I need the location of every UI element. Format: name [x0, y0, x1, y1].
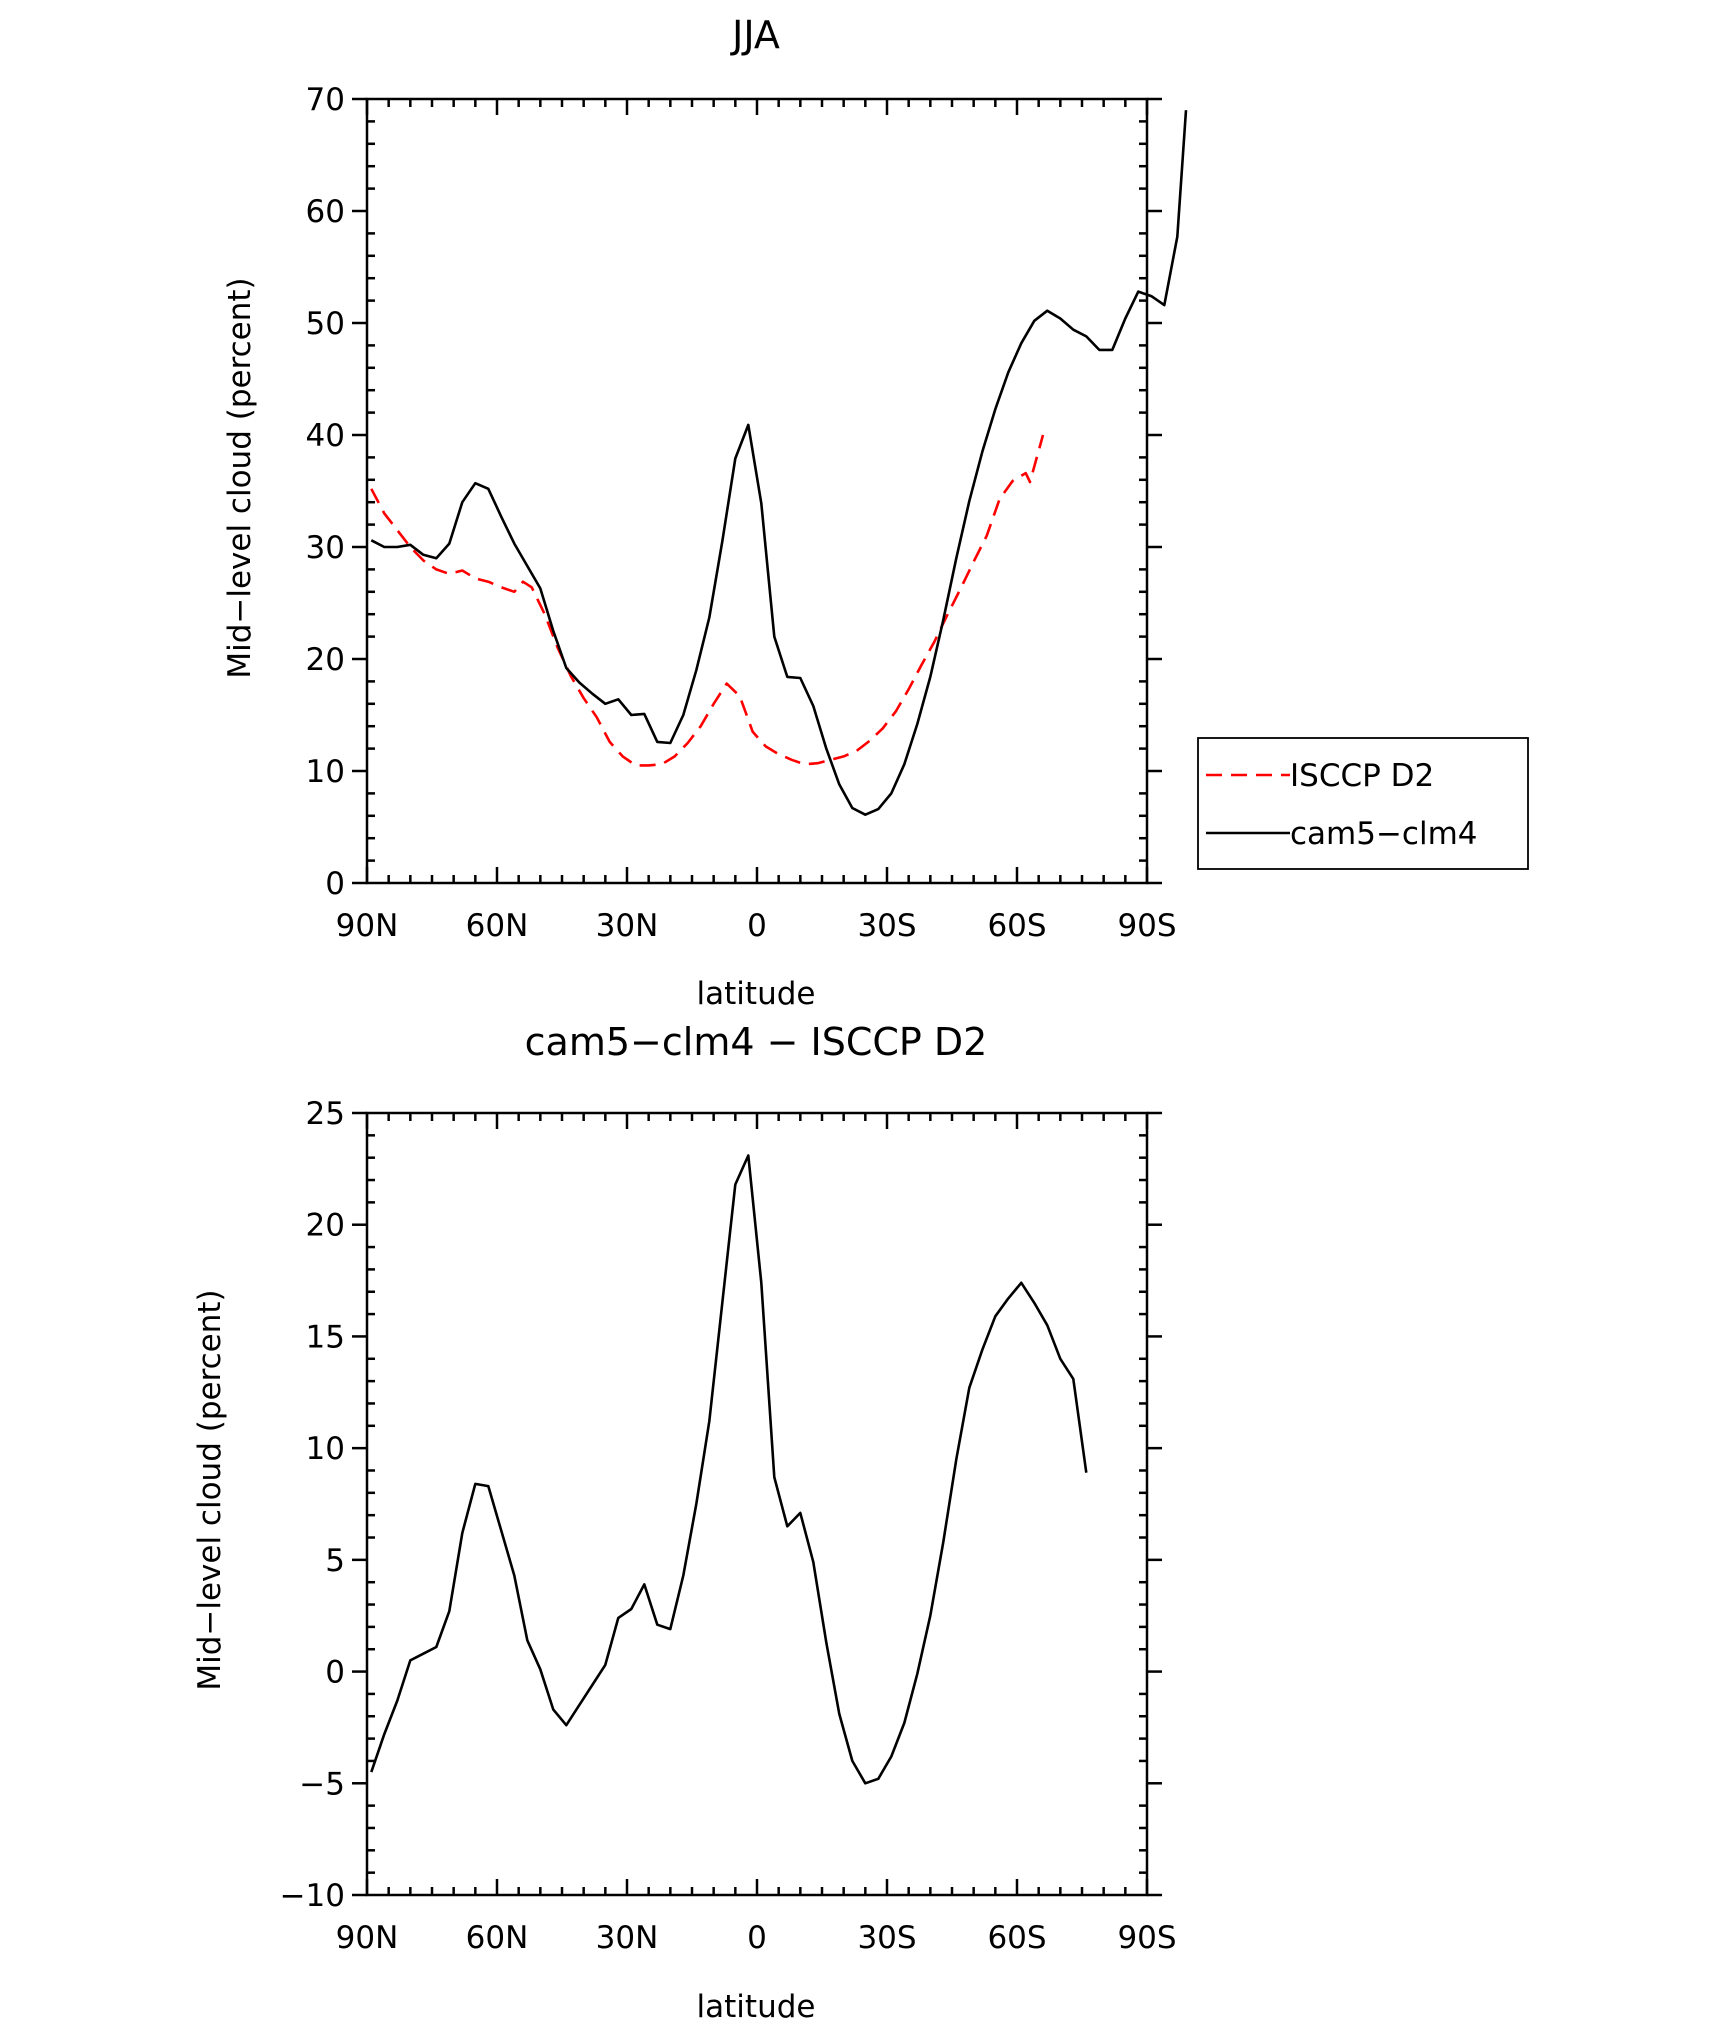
legend-label: cam5−clm4	[1290, 816, 1478, 852]
chart-difference: cam5−clm4 − ISCCP D2 latitude Mid−level …	[192, 1020, 1177, 2021]
y-tick-label: 0	[325, 1655, 345, 1691]
x-tick-label: 0	[747, 908, 767, 944]
x-tick-label: 30N	[596, 908, 659, 944]
y-tick-label: −5	[299, 1766, 345, 1802]
x-tick-label: 90N	[336, 1920, 399, 1956]
series-line-cam5-clm4	[370, 110, 1188, 817]
legend-label: ISCCP D2	[1290, 758, 1434, 794]
y-tick-label: 30	[306, 530, 345, 566]
x-tick-label: 90N	[336, 908, 399, 944]
series-line-difference	[370, 1154, 1088, 1785]
x-tick-label: 90S	[1117, 908, 1176, 944]
x-tick-label: 60N	[466, 908, 529, 944]
y-tick-label: 5	[325, 1543, 345, 1579]
y-tick-label: −10	[280, 1878, 345, 1914]
y-tick-label: 10	[306, 1431, 345, 1467]
plot-frame	[365, 97, 1149, 885]
y-tick-label: 15	[306, 1319, 345, 1355]
x-axis-label: latitude	[697, 1989, 816, 2021]
y-tick-label: 40	[306, 418, 345, 454]
x-tick-label: 90S	[1117, 1920, 1176, 1956]
y-tick-label: 0	[325, 866, 345, 902]
x-tick-label: 0	[747, 1920, 767, 1956]
y-tick-label: 20	[306, 1208, 345, 1244]
chart-title: cam5−clm4 − ISCCP D2	[525, 1020, 988, 1064]
x-tick-label: 60S	[987, 908, 1046, 944]
legend-box	[1197, 737, 1529, 870]
y-tick-label: 70	[306, 82, 345, 118]
y-tick-label: 25	[306, 1096, 345, 1132]
x-tick-label: 30N	[596, 1920, 659, 1956]
y-tick-label: 50	[306, 306, 345, 342]
series-line-isccp-d2	[370, 434, 1045, 767]
y-tick-label: 20	[306, 642, 345, 678]
y-tick-label: 60	[306, 194, 345, 230]
chart-jja: JJA latitude Mid−level cloud (percent) 9…	[222, 13, 1529, 1012]
y-axis-label: Mid−level cloud (percent)	[222, 277, 258, 678]
x-tick-label: 60S	[987, 1920, 1046, 1956]
x-axis-label: latitude	[697, 976, 816, 1012]
chart-title: JJA	[730, 13, 780, 57]
x-tick-label: 30S	[857, 1920, 916, 1956]
y-tick-label: 10	[306, 754, 345, 790]
x-tick-label: 60N	[466, 1920, 529, 1956]
x-tick-label: 30S	[857, 908, 916, 944]
y-axis-label: Mid−level cloud (percent)	[192, 1289, 228, 1690]
